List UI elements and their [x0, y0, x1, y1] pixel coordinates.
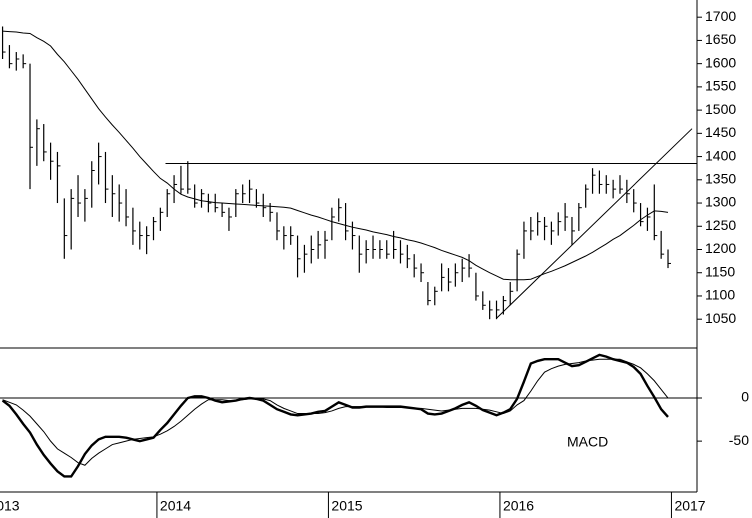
y-tick-label: 1700	[705, 8, 736, 24]
y-tick-label: 1300	[705, 194, 736, 210]
y-tick-label: 1200	[705, 240, 736, 256]
x-tick-label: 2016	[503, 498, 534, 514]
y-tick-label: 1400	[705, 147, 736, 163]
y-tick-label: 1500	[705, 101, 736, 117]
y-tick-label: 1250	[705, 217, 736, 233]
moving-average	[2, 30, 669, 281]
x-tick-label: 2017	[674, 498, 705, 514]
y-tick-label: 1150	[705, 263, 735, 279]
y-tick-label: -50	[729, 432, 749, 448]
y-tick-label: 1050	[705, 310, 736, 326]
plot-area	[0, 26, 697, 478]
y-tick-label: 1450	[705, 124, 736, 140]
y-tick-label: 1600	[705, 54, 736, 70]
y-tick-label: 0	[741, 389, 749, 405]
y-tick-label: 1350	[705, 171, 736, 187]
x-tick-label: 2015	[331, 498, 362, 514]
trendline	[496, 128, 693, 319]
macd-line	[2, 358, 669, 466]
y-tick-label: 1550	[705, 78, 736, 94]
macd-line	[1, 353, 669, 478]
annotation: MACD	[567, 434, 608, 450]
x-tick-label: 2013	[0, 498, 20, 514]
y-tick-label: 1650	[705, 31, 736, 47]
x-tick-label: 2014	[160, 498, 191, 514]
y-tick-label: 1100	[705, 287, 735, 303]
